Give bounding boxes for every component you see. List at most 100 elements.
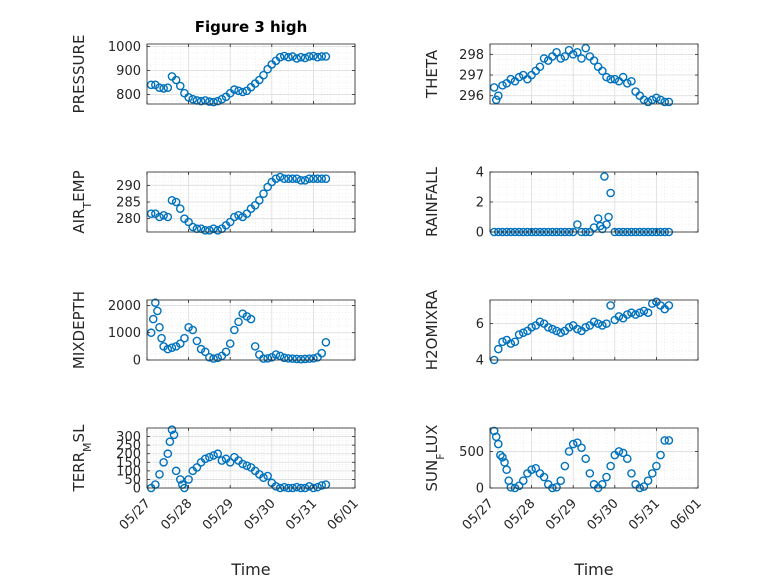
data-point bbox=[200, 226, 210, 235]
data-point bbox=[309, 174, 318, 183]
data-point bbox=[279, 51, 289, 61]
data-point bbox=[643, 97, 653, 107]
x-tick-label: 05/27 bbox=[117, 496, 154, 533]
data-point bbox=[205, 352, 214, 362]
y-tick-label: 0 bbox=[476, 482, 484, 497]
data-point bbox=[213, 226, 223, 235]
data-point bbox=[622, 79, 632, 88]
data-point bbox=[606, 188, 615, 198]
axes-frame bbox=[146, 43, 356, 105]
data-point bbox=[296, 176, 306, 185]
data-point bbox=[279, 174, 289, 183]
y-tick-label: 4 bbox=[476, 354, 484, 369]
data-point bbox=[184, 92, 193, 102]
data-point bbox=[296, 52, 306, 62]
data-point bbox=[292, 54, 302, 63]
data-point bbox=[552, 482, 561, 492]
data-point bbox=[573, 438, 582, 447]
grid bbox=[146, 44, 356, 104]
data-point bbox=[167, 425, 177, 435]
data-point bbox=[606, 74, 615, 84]
data-point bbox=[171, 75, 181, 85]
data-point bbox=[221, 347, 231, 357]
axes-frame bbox=[489, 43, 699, 105]
y-axis-label: SUNFLUX bbox=[423, 425, 447, 492]
data-point bbox=[271, 174, 281, 183]
y-tick-label: 285 bbox=[116, 196, 141, 211]
data-point bbox=[602, 472, 611, 482]
y-tick-label: 200 bbox=[116, 447, 141, 462]
axes-frame bbox=[489, 427, 699, 489]
data-point bbox=[514, 72, 524, 82]
data-point bbox=[200, 347, 210, 357]
data-points bbox=[146, 51, 331, 107]
data-point bbox=[321, 174, 331, 183]
data-point bbox=[573, 220, 582, 229]
grid bbox=[146, 300, 356, 361]
data-point bbox=[225, 457, 235, 467]
data-point bbox=[250, 342, 260, 351]
data-point bbox=[656, 95, 665, 105]
data-point bbox=[514, 481, 524, 491]
data-point bbox=[263, 471, 272, 481]
data-point bbox=[300, 354, 310, 364]
y-axis-label: H2OMIXRA bbox=[423, 289, 441, 370]
data-point bbox=[304, 174, 314, 183]
y-tick-label: 50 bbox=[124, 473, 141, 488]
data-point bbox=[639, 482, 649, 491]
data-point bbox=[317, 348, 327, 358]
data-point bbox=[213, 96, 223, 106]
data-point bbox=[163, 449, 173, 459]
data-point bbox=[288, 354, 297, 363]
data-point bbox=[148, 314, 158, 324]
y-tick-label: 0 bbox=[476, 226, 484, 241]
x-axis-label-left: Time bbox=[230, 560, 270, 579]
data-point bbox=[494, 344, 503, 354]
data-point bbox=[205, 226, 214, 235]
data-point bbox=[489, 426, 499, 436]
data-point bbox=[489, 83, 499, 92]
y-tick-label: 300 bbox=[116, 430, 141, 445]
data-point bbox=[246, 314, 256, 324]
data-point bbox=[225, 339, 235, 348]
data-point bbox=[585, 469, 595, 478]
data-point bbox=[209, 97, 218, 107]
data-point bbox=[209, 451, 218, 460]
data-point bbox=[622, 454, 632, 464]
x-tick-label: 05/30 bbox=[585, 496, 622, 533]
data-point bbox=[304, 481, 314, 491]
data-point bbox=[205, 97, 214, 106]
data-point bbox=[598, 321, 607, 330]
data-point bbox=[165, 437, 175, 447]
x-tick-label: 05/31 bbox=[283, 496, 320, 533]
data-points bbox=[146, 298, 331, 364]
data-point bbox=[167, 343, 177, 353]
data-point bbox=[296, 354, 306, 364]
data-point bbox=[279, 482, 289, 492]
data-point bbox=[660, 436, 670, 445]
data-point bbox=[498, 337, 507, 347]
data-point bbox=[275, 351, 285, 361]
data-point bbox=[279, 353, 289, 363]
data-point bbox=[593, 319, 603, 328]
data-point bbox=[292, 354, 302, 364]
x-tick-label: 05/29 bbox=[200, 496, 237, 533]
axes-frame bbox=[489, 299, 699, 361]
data-point bbox=[639, 306, 649, 316]
data-point bbox=[573, 324, 582, 334]
axes-frame bbox=[146, 299, 356, 361]
data-point bbox=[284, 174, 293, 183]
data-point bbox=[304, 354, 314, 363]
data-point bbox=[539, 472, 549, 482]
data-point bbox=[171, 197, 181, 207]
data-point bbox=[263, 64, 272, 74]
axes-frame bbox=[146, 427, 356, 489]
data-point bbox=[155, 469, 164, 479]
data-point bbox=[313, 482, 322, 492]
data-point bbox=[230, 325, 239, 335]
data-point bbox=[622, 310, 632, 319]
data-point bbox=[159, 84, 168, 93]
y-axis-label: MIXDEPTH bbox=[70, 291, 88, 369]
